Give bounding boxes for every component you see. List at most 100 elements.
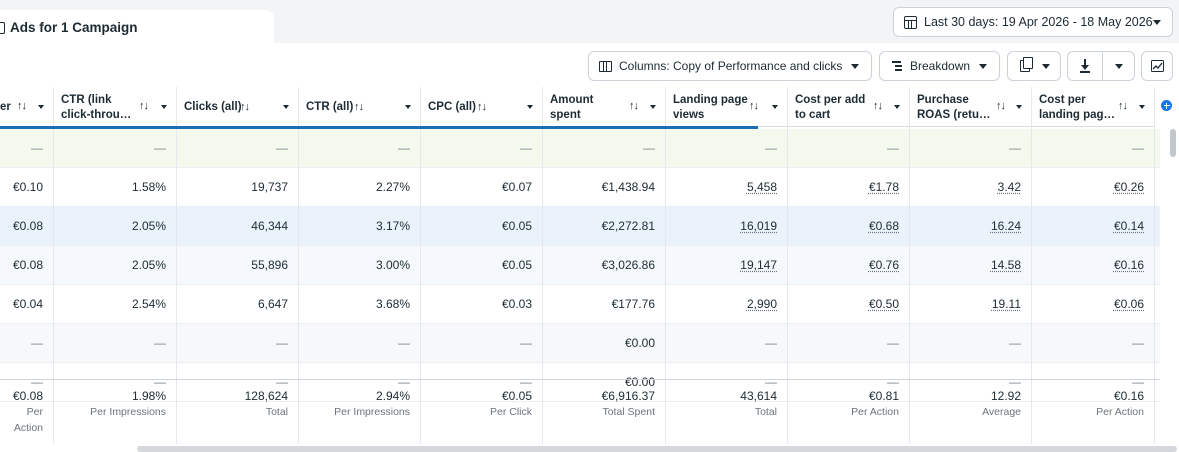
sort-icon[interactable]: ↑↓ <box>629 100 639 112</box>
table-row[interactable]: €0.08 2.05% 46,344 3.17% €0.05 €2,272.81 16,01… <box>0 207 1160 246</box>
table-row[interactable]: — — — — — €0.00 — — — — <box>0 363 1160 402</box>
column-header-label: CTR (all) <box>306 101 354 113</box>
breakdown-icon <box>892 60 903 72</box>
total-value: €0.81 <box>868 389 899 403</box>
horizontal-scrollbar[interactable] <box>137 446 1177 452</box>
column-header-roas[interactable]: Purchase ROAS (retu… ↑↓ <box>909 87 1031 127</box>
table-row[interactable]: — — — — — — — — — — <box>0 129 1160 168</box>
column-header-cpa[interactable]: per ↑↓ <box>0 87 53 127</box>
table-cell-lpv[interactable]: — <box>765 141 777 155</box>
column-header-cpc_all[interactable]: CPC (all) ↑↓ <box>420 87 542 127</box>
date-range-label: Last 30 days: 19 Apr 2026 - 18 May 2026 <box>924 15 1153 29</box>
table-cell-lpv[interactable]: 2,990 <box>746 297 777 311</box>
table-cell-roas[interactable]: 3.42 <box>997 180 1021 194</box>
total-label: Per Impressions <box>90 406 166 418</box>
column-header-ctr_link[interactable]: CTR (link click-throu… ↑↓ <box>53 87 176 127</box>
table-cell-cost_lpv[interactable]: €0.14 <box>1113 219 1144 233</box>
column-divider <box>1154 87 1155 444</box>
tab-ads-for-campaign[interactable]: Ads for 1 Campaign <box>0 10 274 44</box>
chevron-down-icon[interactable] <box>405 105 411 109</box>
chevron-down-icon[interactable] <box>527 105 533 109</box>
table-cell-lpv[interactable]: 5,458 <box>746 180 777 194</box>
chevron-down-icon[interactable] <box>1016 105 1022 109</box>
column-header-cost_lpv[interactable]: Cost per landing pag… ↑↓ <box>1031 87 1154 127</box>
table-cell-cost_atc[interactable]: — <box>887 141 899 155</box>
table-cell-lpv[interactable]: 16,019 <box>740 219 777 233</box>
table-cell-cost_lpv[interactable]: — <box>1132 141 1144 155</box>
table-cell-cpa: €0.08 <box>12 219 43 233</box>
sort-icon[interactable]: ↑↓ <box>477 101 487 113</box>
panel-icon <box>0 21 5 34</box>
add-column-icon[interactable] <box>1161 100 1172 111</box>
table-cell-cpa: — <box>31 336 43 350</box>
table-row[interactable]: €0.08 2.05% 55,896 3.00% €0.05 €3,026.86 19,14… <box>0 246 1160 285</box>
table-cell-cost_lpv[interactable]: €0.16 <box>1113 258 1144 272</box>
table-cell-cost_atc[interactable]: €1.78 <box>868 180 899 194</box>
export-menu-button[interactable] <box>1103 52 1134 80</box>
chevron-down-icon <box>1153 20 1161 25</box>
table-cell-roas[interactable]: — <box>1009 336 1021 350</box>
table-cell-roas[interactable]: 16.24 <box>990 219 1021 233</box>
table-cell-lpv[interactable]: 19,147 <box>740 258 777 272</box>
export-button[interactable] <box>1068 52 1104 80</box>
total-cell-ctr_all: 2.94% Per Impressions <box>298 388 420 420</box>
column-header-amount_spent[interactable]: Amount spent ↑↓ <box>542 87 665 127</box>
sort-icon[interactable]: ↑↓ <box>139 100 149 112</box>
sort-icon[interactable]: ↑↓ <box>354 101 364 113</box>
sort-icon[interactable]: ↑↓ <box>1118 100 1128 112</box>
table-cell-cost_lpv[interactable]: €0.06 <box>1113 297 1144 311</box>
table-cell-lpv[interactable]: — <box>765 336 777 350</box>
column-divider <box>1031 87 1032 444</box>
table-cell-clicks_all: 19,737 <box>251 180 288 194</box>
total-cell-roas: 12.92 Average <box>909 388 1031 420</box>
chevron-down-icon[interactable] <box>161 105 167 109</box>
table-cell-cost_atc[interactable]: — <box>887 336 899 350</box>
column-header-lpv[interactable]: Landing page views ↑↓ <box>665 87 787 127</box>
table-cell-roas[interactable]: — <box>1009 141 1021 155</box>
chevron-down-icon[interactable] <box>38 105 44 109</box>
table-cell-ctr_link: 2.54% <box>131 297 166 311</box>
total-label: Total <box>754 406 777 418</box>
table-cell-amount_spent: — <box>643 141 655 155</box>
table-row[interactable]: €0.04 2.54% 6,647 3.68% €0.03 €177.76 2,990 €0.… <box>0 285 1160 324</box>
table-cell-cpc_all: €0.07 <box>501 180 532 194</box>
copy-icon <box>1020 57 1033 72</box>
table-cell-roas[interactable]: 19.11 <box>991 297 1021 311</box>
table-cell-cost_lpv[interactable]: — <box>1132 336 1144 350</box>
chevron-down-icon[interactable] <box>650 105 656 109</box>
column-header-label: Amount spent <box>550 94 594 121</box>
chevron-down-icon[interactable] <box>772 105 778 109</box>
column-header-cost_atc[interactable]: Cost per add to cart ↑↓ <box>787 87 909 127</box>
table-cell-cost_atc[interactable]: €0.68 <box>868 219 899 233</box>
columns-button[interactable]: Columns: Copy of Performance and clicks <box>588 51 872 81</box>
table-row[interactable]: — — — — — €0.00 — — — — <box>0 324 1160 363</box>
table-cell-lpv[interactable]: — <box>765 375 777 389</box>
reports-button[interactable] <box>1007 51 1061 81</box>
column-header-clicks_all[interactable]: Clicks (all) ↑↓ <box>176 87 298 127</box>
chart-button[interactable] <box>1141 51 1173 81</box>
table-cell-cost_lpv[interactable]: €0.26 <box>1113 180 1144 194</box>
table-cell-roas[interactable]: — <box>1009 375 1021 389</box>
breakdown-button[interactable]: Breakdown <box>879 51 1000 81</box>
table-cell-cpc_all: €0.03 <box>501 297 532 311</box>
sort-icon[interactable]: ↑↓ <box>996 100 1006 112</box>
chevron-down-icon[interactable] <box>1139 105 1145 109</box>
sort-icon[interactable]: ↑↓ <box>17 100 27 112</box>
vertical-scrollbar[interactable] <box>1170 129 1176 157</box>
column-divider <box>420 87 421 444</box>
table-cell-amount_spent: €177.76 <box>611 297 655 311</box>
chevron-down-icon[interactable] <box>894 105 900 109</box>
table-cell-cost_atc[interactable]: €0.50 <box>868 297 899 311</box>
table-cell-clicks_all: 46,344 <box>251 219 288 233</box>
sort-icon[interactable]: ↑↓ <box>749 100 759 112</box>
table-cell-cost_atc[interactable]: — <box>887 375 899 389</box>
table-cell-roas[interactable]: 14.58 <box>990 258 1021 272</box>
table-cell-cost_lpv[interactable]: — <box>1132 375 1144 389</box>
sort-icon[interactable]: ↑↓ <box>873 100 883 112</box>
sort-icon[interactable]: ↑↓ <box>240 101 250 113</box>
chevron-down-icon[interactable] <box>283 105 289 109</box>
table-row[interactable]: €0.10 1.58% 19,737 2.27% €0.07 €1,438.94 5,458… <box>0 168 1160 207</box>
date-range-button[interactable]: Last 30 days: 19 Apr 2026 - 18 May 2026 <box>893 7 1173 37</box>
column-header-ctr_all[interactable]: CTR (all) ↑↓ <box>298 87 420 127</box>
table-cell-cost_atc[interactable]: €0.76 <box>868 258 899 272</box>
